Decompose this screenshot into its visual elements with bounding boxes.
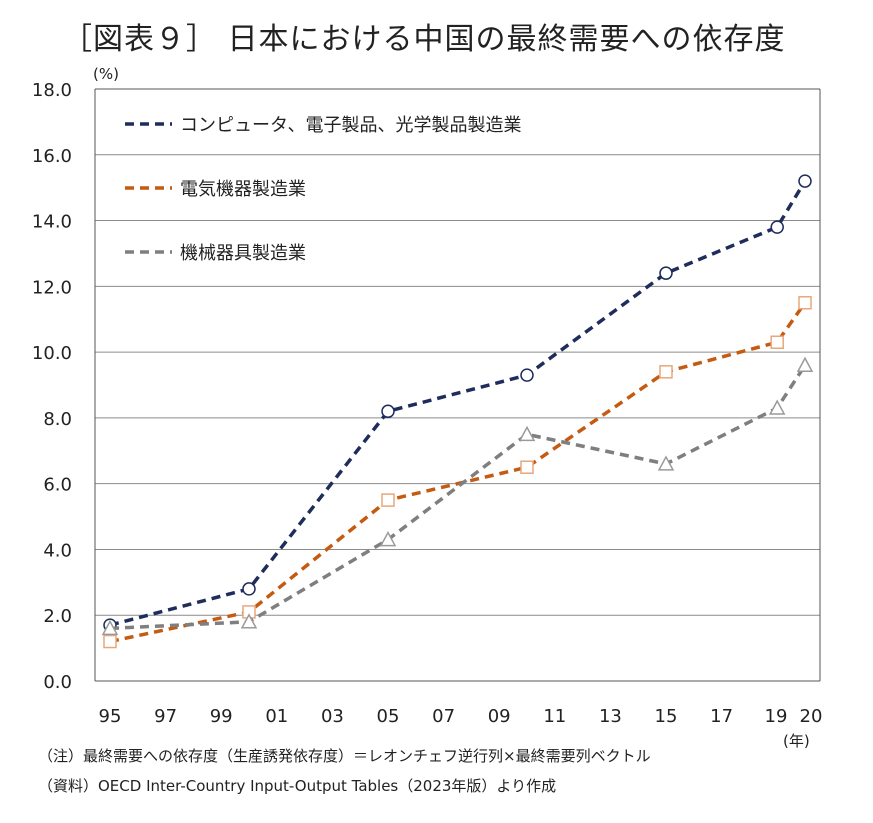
data-point [770, 335, 784, 349]
footnote: （注）最終需要への依存度（生産誘発依存度）＝レオンチェフ逆行列×最終需要列ベクト… [38, 747, 651, 765]
x-tick-label: 15 [655, 706, 678, 727]
x-tick-label: 03 [321, 706, 344, 727]
x-axis-ticks: 95 97 99 01 03 05 07 09 11 13 15 17 19 20 [99, 706, 823, 727]
x-tick-label: 01 [265, 706, 288, 727]
x-tick-label: 05 [377, 706, 400, 727]
x-tick-label: 20 [800, 706, 823, 727]
series-1 [103, 296, 812, 649]
line-chart: 0.0 2.0 4.0 6.0 8.0 10.0 12.0 14.0 16.0 18.0 95 97… [32, 65, 823, 750]
data-point [242, 582, 256, 596]
data-point [659, 365, 673, 379]
y-tick-label: 2.0 [43, 606, 72, 627]
data-point [101, 619, 119, 636]
y-tick-label: 4.0 [43, 540, 72, 561]
y-tick-label: 14.0 [32, 212, 72, 233]
data-point [768, 399, 786, 415]
x-tick-label: 95 [99, 706, 122, 727]
legend-label: コンピュータ、電子製品、光学製品製造業 [180, 115, 521, 136]
y-tick-label: 16.0 [32, 146, 72, 167]
data-point [659, 266, 673, 280]
x-tick-label: 99 [210, 706, 233, 727]
x-tick-label: 19 [765, 706, 788, 727]
data-point [657, 455, 675, 471]
data-point [381, 493, 395, 507]
y-tick-label: 12.0 [32, 277, 72, 298]
series-2 [101, 356, 814, 636]
chart-title: ［図表９］ 日本における中国の最終需要への依存度 [62, 22, 786, 57]
x-tick-label: 17 [710, 706, 733, 727]
data-point [381, 404, 395, 419]
y-tick-label: 8.0 [43, 409, 72, 430]
x-tick-label: 13 [599, 706, 622, 727]
source-note: （資料）OECD Inter-Country Input-Output Tabl… [38, 777, 557, 795]
data-point [798, 174, 812, 188]
data-point [770, 220, 784, 234]
series-line [109, 364, 807, 631]
y-tick-label: 0.0 [43, 672, 72, 693]
series-line [109, 301, 807, 644]
y-axis-unit: (%) [93, 65, 119, 83]
gridlines [94, 88, 821, 682]
y-tick-label: 6.0 [43, 475, 72, 496]
data-point [518, 425, 536, 442]
legend-label: 電気機器製造業 [180, 179, 306, 200]
y-tick-label: 10.0 [32, 343, 72, 364]
series-0 [103, 174, 812, 632]
data-point [103, 634, 117, 649]
data-point [798, 296, 812, 310]
data-point [240, 613, 258, 629]
y-tick-label: 18.0 [32, 80, 72, 101]
data-point [520, 460, 534, 474]
x-tick-label: 09 [488, 706, 511, 727]
x-tick-label: 07 [432, 706, 455, 727]
x-tick-label: 11 [543, 706, 566, 727]
data-point [520, 368, 534, 382]
series-lines [101, 174, 814, 649]
x-axis-unit: (年) [783, 732, 810, 750]
y-axis-ticks: 0.0 2.0 4.0 6.0 8.0 10.0 12.0 14.0 16.0 18.0 [32, 80, 72, 693]
legend-label: 機械器具製造業 [180, 243, 306, 264]
data-point [379, 530, 397, 547]
data-point [796, 356, 814, 373]
x-tick-label: 97 [154, 706, 177, 727]
